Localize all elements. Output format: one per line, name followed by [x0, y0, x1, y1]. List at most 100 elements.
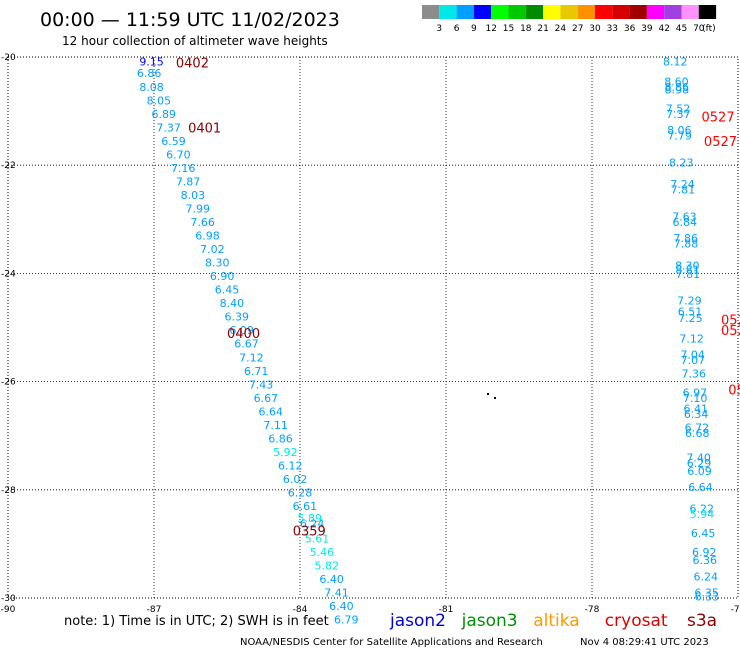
scale-tick-label: 21 [537, 24, 548, 34]
swh-value-label: 8.60 [664, 75, 689, 88]
swh-value-label: 6.12 [278, 459, 303, 472]
swh-value-label: 7.99 [186, 202, 211, 215]
pass-time-label: 0527 [704, 135, 737, 150]
footer-credit: NOAA/NESDIS Center for Satellite Applica… [240, 637, 543, 648]
swh-value-label: 8.08 [139, 81, 164, 94]
swh-value-label: 7.41 [324, 587, 349, 600]
swh-value-label: 8.03 [181, 189, 206, 202]
swh-value-label: 6.29 [687, 457, 712, 470]
y-tick-label: -22 [1, 161, 16, 171]
scale-tick-label: 15 [503, 24, 514, 34]
swh-value-label: 8.86 [665, 81, 690, 94]
swh-value-label: 7.40 [686, 451, 711, 464]
y-tick-label: -30 [1, 594, 16, 604]
swh-value-label: 6.28 [288, 487, 313, 500]
scale-swatch [473, 5, 492, 19]
mission-legend-label: altika [533, 611, 580, 631]
swh-value-label: 6.71 [244, 365, 269, 378]
scale-tick-label: 3 [436, 24, 442, 34]
swh-value-label: 6.09 [229, 324, 254, 337]
swh-value-label: 7.24 [670, 178, 695, 191]
scale-tick-label: 45 [676, 24, 687, 34]
scale-swatch [560, 5, 578, 19]
swh-value-label: 5.46 [310, 546, 335, 559]
swh-value-label: 7.37 [666, 108, 691, 121]
y-tick-label: -28 [1, 486, 16, 496]
swh-value-label: 6.40 [329, 600, 354, 613]
scale-tick-label: 30 [589, 24, 601, 34]
swh-value-label: 6.40 [319, 573, 344, 586]
scale-tick-label: 6 [454, 24, 460, 34]
swh-value-label: 6.90 [210, 270, 235, 283]
scale-tick-label: 18 [520, 24, 532, 34]
swh-value-label: 7.16 [171, 162, 196, 175]
swh-value-label: 5.92 [273, 446, 298, 459]
swh-value-label: 6.24 [300, 517, 325, 530]
swh-value-label: 6.72 [685, 422, 710, 435]
x-tick-label: -78 [585, 605, 600, 615]
scale-swatch [491, 5, 509, 19]
swh-value-label: 6.02 [283, 473, 308, 486]
swh-value-label: 8.23 [669, 156, 694, 169]
swh-value-label: 6.64 [688, 481, 713, 494]
x-tick-label: -90 [1, 605, 16, 615]
scale-tick-label: 42 [658, 24, 669, 34]
swh-value-label: 6.33 [695, 590, 720, 603]
scale-tick-label: 27 [572, 24, 583, 34]
swh-value-label: 6.67 [234, 338, 259, 351]
swh-value-label: 6.67 [254, 392, 279, 405]
pass-time-label: 0400 [227, 327, 260, 342]
scale-tick-label: 24 [555, 24, 567, 34]
mission-legend: jason2 jason3 altika cryosat s3a [389, 611, 717, 631]
swh-value-label: 6.36 [693, 554, 718, 567]
data-point-mark [487, 393, 489, 395]
x-tick-label: -84 [293, 605, 308, 615]
scale-swatch [525, 5, 544, 19]
swh-value-label: 8.98 [665, 83, 690, 96]
swh-value-label: 6.79 [334, 614, 359, 627]
swh-value-label: 7.02 [200, 243, 225, 256]
scale-swatch [439, 5, 457, 19]
y-tick-label: -20 [1, 53, 16, 63]
scale-swatch [681, 5, 699, 19]
swh-value-label: 6.34 [684, 408, 709, 421]
swh-value-label: 6.97 [683, 386, 708, 399]
swh-value-label: 7.07 [681, 354, 706, 367]
chart-title: 00:00 — 11:59 UTC 11/02/2023 [40, 9, 340, 31]
scale-swatch [664, 5, 682, 19]
swh-value-label: 6.70 [166, 148, 191, 161]
scale-swatch [646, 5, 665, 19]
swh-value-label: 8.30 [205, 257, 230, 270]
swh-value-label: 7.43 [249, 378, 274, 391]
note-text: note: 1) Time is in UTC; 2) SWH is in fe… [64, 614, 329, 629]
plot-frame [7, 56, 739, 599]
color-scale-bar: 3 6 9 12 15 18 21 24 27 30 33 36 39 42 45 70(ft) [422, 5, 717, 34]
mission-legend-label: jason3 [461, 611, 518, 631]
mission-legend-label: s3a [687, 611, 717, 631]
pass-time-label: 0527 [702, 111, 735, 126]
swh-value-label: 7.36 [681, 367, 706, 380]
swh-value-label: 9.15 [139, 55, 164, 68]
swh-value-label: 6.86 [137, 67, 162, 80]
swh-value-label: 7.52 [666, 102, 691, 115]
footer-timestamp: Nov 4 08:29:41 UTC 2023 [580, 637, 709, 648]
pass-time-label: 05 [728, 384, 740, 399]
swh-value-label: 6.45 [215, 284, 240, 297]
x-tick-label: -87 [147, 605, 162, 615]
swh-value-label: 7.12 [679, 332, 704, 345]
swh-value-label: 6.09 [687, 465, 712, 478]
swh-value-label: 6.39 [224, 311, 249, 324]
mission-legend-label: cryosat [605, 611, 668, 631]
swh-value-label: 6.22 [689, 503, 714, 516]
swh-value-label: 5.82 [315, 560, 340, 573]
scale-swatch [543, 5, 561, 19]
scale-unit-label: (ft) [702, 24, 716, 34]
scale-tick-label: 33 [607, 24, 618, 34]
pass-time-label: 0402 [176, 56, 209, 71]
swh-value-label: 7.29 [677, 294, 702, 307]
y-tick-label: -26 [1, 378, 16, 388]
swh-value-label: 8.30 [675, 259, 700, 272]
scale-swatch [629, 5, 647, 19]
swh-value-label: 8.12 [663, 55, 688, 68]
pass-time-label: 0401 [188, 121, 221, 136]
